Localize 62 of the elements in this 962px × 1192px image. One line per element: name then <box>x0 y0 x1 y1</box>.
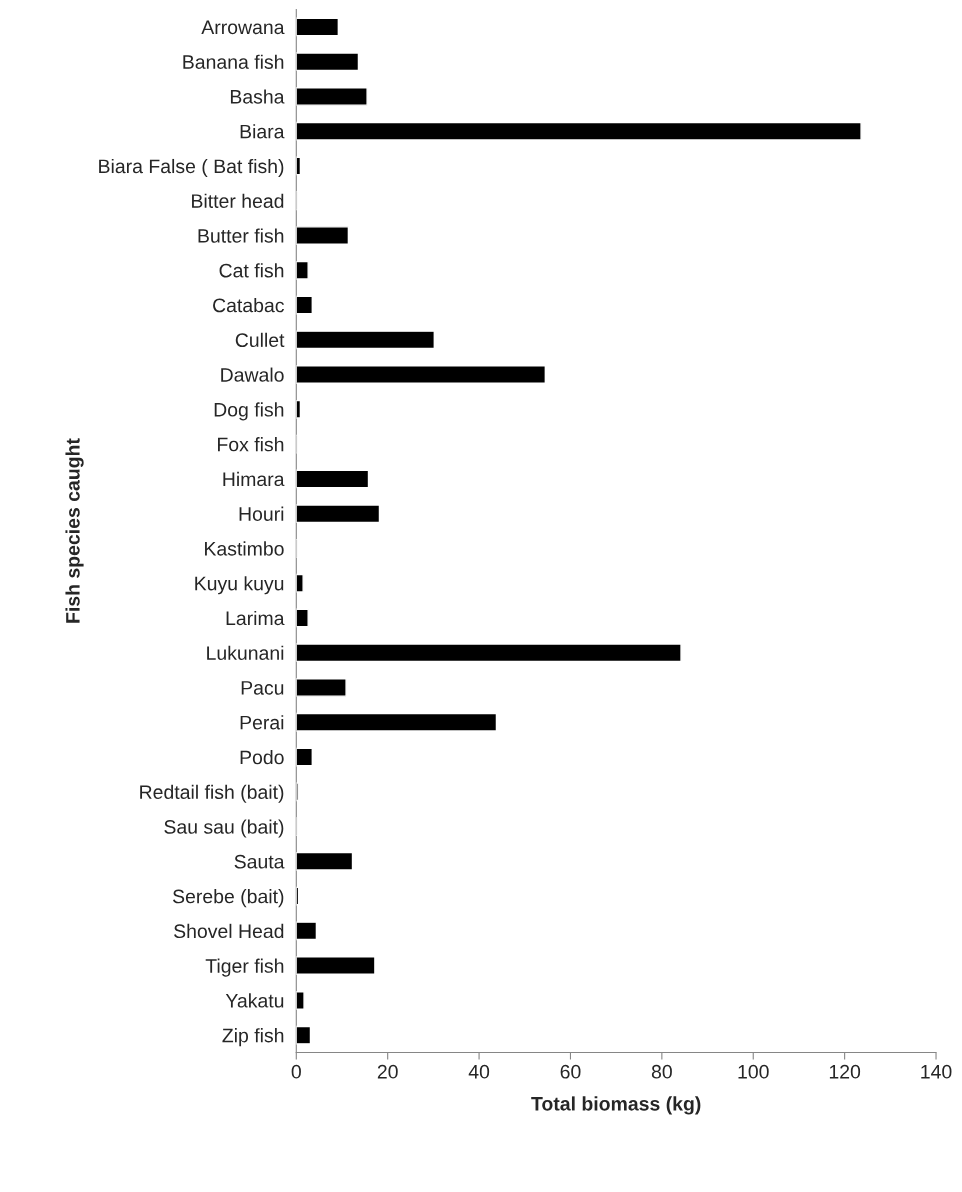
y-tick-label: Biara <box>240 124 285 139</box>
y-tick-label: Serebe (bait) <box>172 889 284 908</box>
y-tick-label: Dog fish <box>214 402 284 421</box>
y-tick-label: Lukunani <box>207 645 284 660</box>
bar <box>296 956 376 976</box>
y-tick-label: Podo <box>240 749 284 765</box>
bar <box>296 17 340 37</box>
bar <box>296 52 360 72</box>
y-tick-label: Arrowana <box>201 20 285 35</box>
bar <box>296 678 347 697</box>
y-tick-label: Pacu <box>241 681 284 695</box>
y-tick-label: Basha <box>230 89 285 104</box>
y-tick-label: Houri <box>239 506 284 521</box>
bar <box>296 87 368 106</box>
y-tick-label: Dawalo <box>221 367 284 382</box>
y-tick-label: Biara False ( Bat fish) <box>99 158 284 178</box>
x-tick-label: 60 <box>560 1064 581 1079</box>
bar <box>296 921 318 941</box>
y-tick-label: Sauta <box>234 854 285 869</box>
y-tick-label: Kuyu kuyu <box>195 576 284 595</box>
bar <box>296 469 370 489</box>
y-axis-title: Fish species caught <box>65 438 84 623</box>
y-tick-label: Himara <box>223 471 285 487</box>
bar <box>296 1025 312 1045</box>
bar <box>296 365 547 384</box>
y-tick-label: Kastimbo <box>205 541 284 556</box>
y-tick-label: Yakatu <box>225 993 284 1008</box>
x-tick-label: 80 <box>651 1064 672 1079</box>
y-tick-label: Shovel Head <box>174 923 284 939</box>
bar <box>296 295 313 315</box>
y-tick-label: Fox fish <box>218 437 284 452</box>
bar <box>296 260 309 280</box>
bar <box>296 121 862 141</box>
y-tick-label: Bitter head <box>192 193 284 208</box>
bar <box>296 226 350 245</box>
y-tick-label: Banana fish <box>183 54 284 69</box>
y-tick-label: Sau sau (bait) <box>164 819 284 838</box>
x-axis-title: Total biomass (kg) <box>531 1096 701 1115</box>
x-tick-label: 140 <box>921 1064 952 1079</box>
y-tick-label: Cat fish <box>219 263 284 278</box>
y-tick-label: Butter fish <box>198 228 284 243</box>
y-tick-label: Zip fish <box>222 1028 284 1047</box>
x-tick-label: 100 <box>738 1064 769 1079</box>
y-tick-label: Cullet <box>235 332 285 348</box>
y-tick-label: Perai <box>240 715 284 730</box>
bar <box>296 747 313 767</box>
y-tick-label: Catabac <box>213 298 284 313</box>
y-tick-label: Larima <box>226 610 285 626</box>
x-tick-label: 120 <box>829 1064 861 1079</box>
bar <box>296 573 304 593</box>
x-tick-label: 0 <box>291 1064 301 1079</box>
y-tick-label: Tiger fish <box>205 958 284 977</box>
x-tick-label: 40 <box>468 1064 490 1079</box>
bar <box>296 330 435 350</box>
bar <box>296 851 354 871</box>
bar <box>296 643 682 663</box>
bar <box>296 504 381 524</box>
y-tick-label: Redtail fish (bait) <box>140 784 284 803</box>
bar <box>296 712 498 732</box>
bar <box>296 990 305 1010</box>
bar <box>296 608 309 628</box>
x-tick-label: 20 <box>377 1064 398 1079</box>
